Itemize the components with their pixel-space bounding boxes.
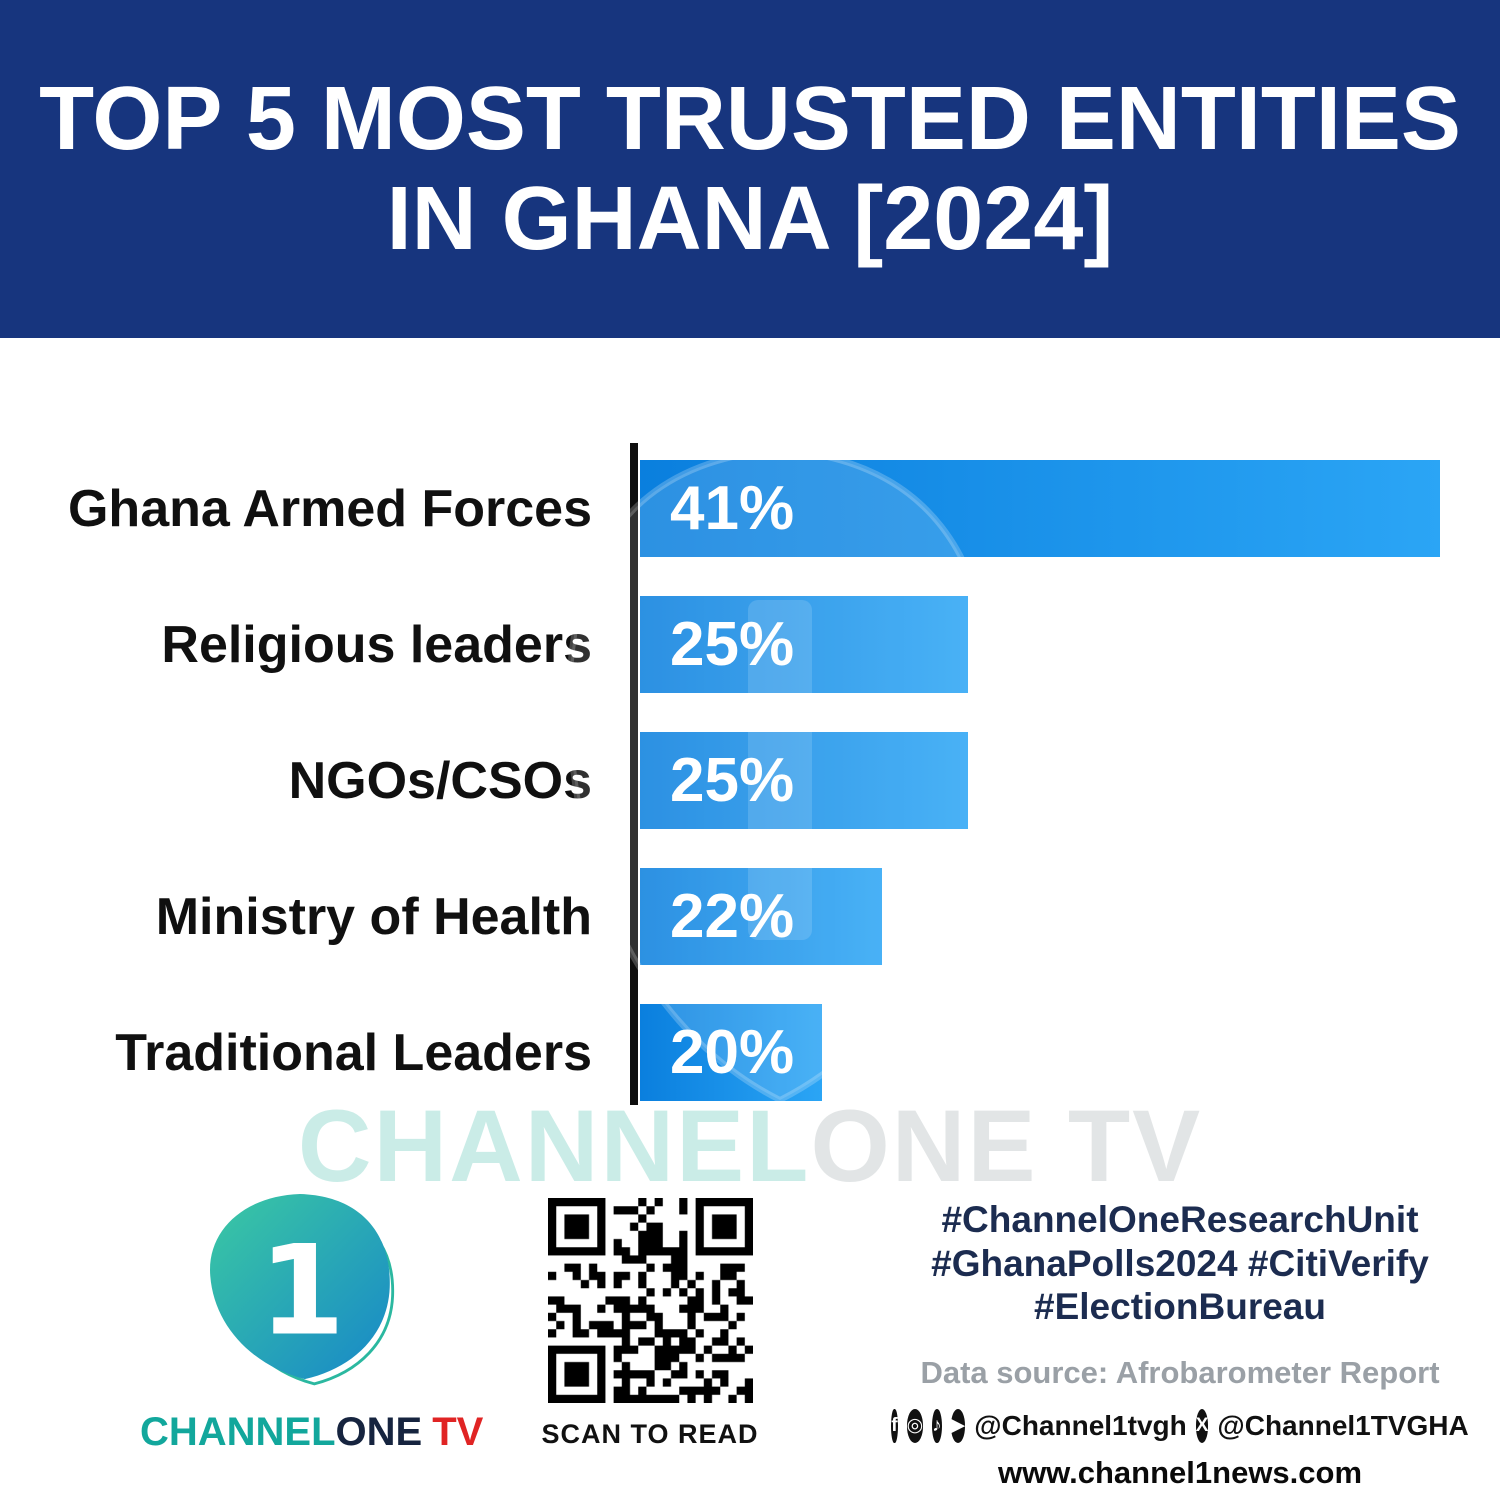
bar-value: 25% <box>670 746 795 815</box>
chart-row: Ministry of Health 22% <box>0 868 1500 965</box>
bar: 22% <box>640 868 882 965</box>
social-handle-1: @Channel1tvgh <box>974 1409 1187 1441</box>
watermark-one-tv: ONE TV <box>810 1089 1203 1203</box>
bar: 20% <box>640 1004 822 1101</box>
chart-axis <box>630 443 638 1105</box>
bar-value: 41% <box>670 474 795 543</box>
youtube-icon: ▶ <box>950 1408 966 1443</box>
social-row: f ◎ ♪ ▶ @Channel1tvgh X @Channel1TVGHA <box>891 1408 1469 1443</box>
bar-label: Traditional Leaders <box>115 1023 592 1082</box>
brand-wordmark: CHANNELONE TV <box>140 1410 483 1455</box>
chart-row: Religious leaders 25% <box>0 596 1500 693</box>
bar-label: Ghana Armed Forces <box>67 479 592 538</box>
bar-value: 22% <box>670 882 795 951</box>
chart-row: NGOs/CSOs 25% <box>0 732 1500 829</box>
chart-rows: Ghana Armed Forces 41% Religious leaders 25… <box>0 460 1500 1101</box>
qr-caption: SCAN TO READ <box>541 1419 759 1449</box>
data-source: Data source: Afrobarometer Report <box>920 1354 1440 1390</box>
hashtag-line-2: #GhanaPolls2024 #CitiVerify <box>931 1242 1429 1284</box>
social-handle-2: @Channel1TVGHA <box>1217 1409 1469 1441</box>
chart-row: Traditional Leaders 20% <box>0 1004 1500 1101</box>
bar: 41% <box>640 460 1440 557</box>
x-icon: X <box>1195 1408 1209 1443</box>
page-title-line2: IN GHANA [2024] <box>386 169 1114 269</box>
instagram-icon: ◎ <box>906 1408 924 1443</box>
bar-label: Ministry of Health <box>155 887 592 946</box>
hashtag-line-1: #ChannelOneResearchUnit <box>941 1199 1419 1240</box>
channel-one-pick-icon: 1 <box>210 1193 395 1386</box>
facebook-icon: f <box>891 1408 898 1443</box>
header-banner: TOP 5 MOST TRUSTED ENTITIES IN GHANA [20… <box>0 0 1500 338</box>
bar: 25% <box>640 732 968 829</box>
brand-tv: TV <box>432 1410 484 1454</box>
qr-code <box>547 1198 753 1403</box>
bar: 25% <box>640 596 968 693</box>
logo-numeral: 1 <box>259 1219 345 1363</box>
bar-label: Religious leaders <box>161 615 592 674</box>
page-title-line1: TOP 5 MOST TRUSTED ENTITIES <box>39 69 1461 169</box>
bar-value: 20% <box>670 1018 795 1087</box>
qr-block: SCAN TO READ <box>535 1198 765 1450</box>
channel-one-logo: 1 CHANNELONE TV <box>140 1180 483 1455</box>
hashtag-line-3: #ElectionBureau <box>1034 1286 1326 1328</box>
brand-one: ONE <box>335 1410 423 1454</box>
bar-value: 25% <box>670 610 795 679</box>
footer-info: #ChannelOneResearchUnit #GhanaPolls2024 … <box>891 1198 1469 1491</box>
hashtags: #ChannelOneResearchUnit #GhanaPolls2024 … <box>900 1198 1460 1329</box>
website-url: www.channel1news.com <box>997 1454 1363 1490</box>
chart-row: Ghana Armed Forces 41% <box>0 460 1500 557</box>
tiktok-icon: ♪ <box>932 1408 942 1443</box>
bar-label: NGOs/CSOs <box>288 751 592 810</box>
brand-channel: CHANNEL <box>140 1410 336 1454</box>
